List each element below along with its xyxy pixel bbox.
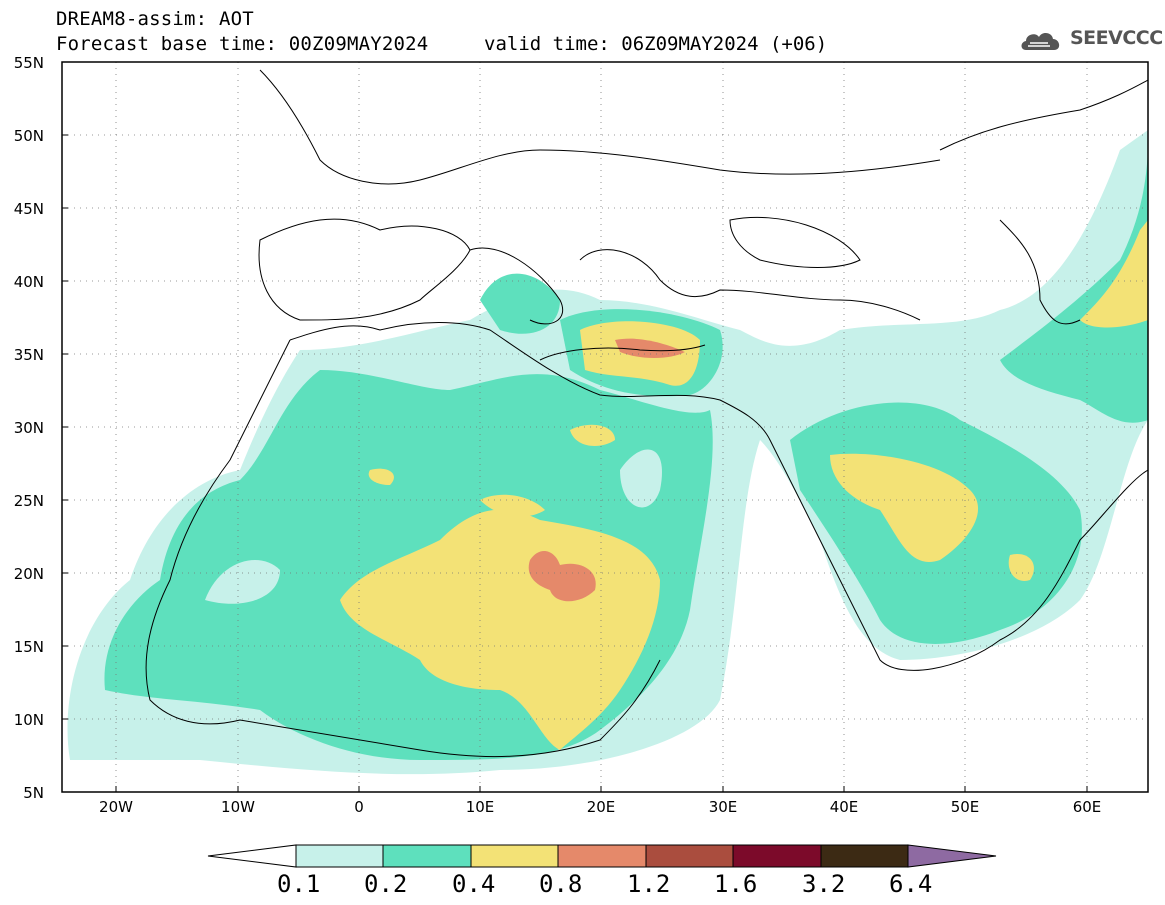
lat-label: 55N — [14, 54, 44, 72]
colorbar-bin — [382, 844, 472, 868]
lat-label: 20N — [14, 565, 44, 583]
lat-label: 45N — [14, 200, 44, 218]
colorbar — [207, 844, 997, 868]
valid-time: valid time: 06Z09MAY2024 (+06) — [484, 33, 828, 55]
lat-label: 15N — [14, 638, 44, 656]
lon-label: 20W — [99, 798, 133, 816]
lat-label: 35N — [14, 346, 44, 364]
longitude-labels: 20W 10W 0 10E 20E 30E 40E 50E 60E — [99, 798, 1101, 816]
colorbar-bin — [820, 844, 909, 868]
colorbar-label: 0.8 — [539, 870, 583, 898]
lon-label: 40E — [830, 798, 859, 816]
colorbar-high-arrow — [907, 844, 997, 868]
lat-label: 25N — [14, 492, 44, 510]
colorbar-label: 0.4 — [452, 870, 496, 898]
colorbar-bin — [645, 844, 734, 868]
colorbar-bin — [732, 844, 822, 868]
lon-label: 50E — [951, 798, 980, 816]
coastlines — [145, 69, 1148, 758]
lon-label: 10W — [221, 798, 255, 816]
colorbar-label: 0.1 — [277, 870, 321, 898]
map-gridlines — [62, 62, 1148, 792]
colorbar-label: 1.2 — [627, 870, 671, 898]
colorbar-bin — [470, 844, 559, 868]
colorbar-bin — [557, 844, 647, 868]
colorbar-label: 0.2 — [364, 870, 408, 898]
forecast-base-time: Forecast base time: 00Z09MAY2024 — [56, 33, 429, 55]
map-title: DREAM8-assim: AOT — [56, 8, 254, 30]
lon-label: 60E — [1073, 798, 1102, 816]
aot-contours — [67, 130, 1148, 775]
colorbar-label: 3.2 — [802, 870, 846, 898]
colorbar-bin — [295, 844, 384, 868]
lon-label: 10E — [466, 798, 495, 816]
lon-label: 0 — [354, 798, 364, 816]
lat-label: 10N — [14, 711, 44, 729]
lat-label: 40N — [14, 273, 44, 291]
colorbar-label: 6.4 — [889, 870, 933, 898]
lon-label: 30E — [709, 798, 738, 816]
latitude-labels: 55N 50N 45N 40N 35N 30N 25N 20N 15N 10N … — [14, 54, 44, 802]
colorbar-label: 1.6 — [714, 870, 758, 898]
lat-label: 5N — [23, 784, 44, 802]
cloud-logo-icon — [1021, 33, 1060, 50]
colorbar-low-arrow — [207, 844, 297, 868]
axis-ticks — [62, 134, 1088, 792]
lat-label: 50N — [14, 127, 44, 145]
lat-label: 30N — [14, 419, 44, 437]
lon-label: 20E — [587, 798, 616, 816]
logo-text: SEEVCCC — [1070, 27, 1163, 49]
